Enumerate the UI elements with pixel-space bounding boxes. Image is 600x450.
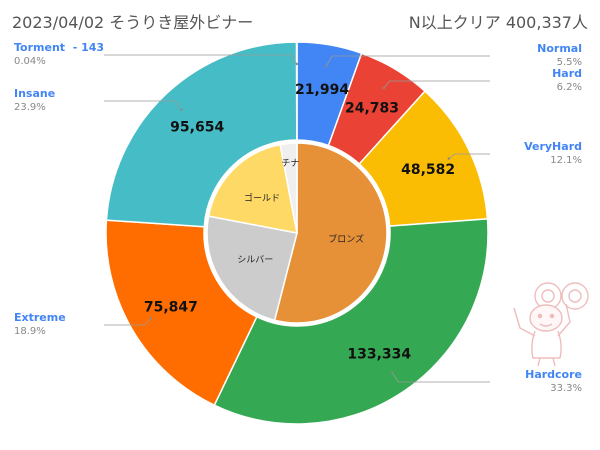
leader-dot [180,108,183,111]
side-label-name: Torment - 143 [14,41,104,54]
chart-total: N以上クリア 400,337人 [409,13,588,32]
mascot-illustration [513,282,589,367]
side-label-percent: 18.9% [14,326,46,337]
leader-line [448,153,490,159]
side-label-percent: 6.2% [557,82,582,93]
side-label-name: VeryHard [524,140,582,153]
leader-dot [391,371,394,374]
leader-dot [382,86,386,90]
side-labels: Normal 5.5%Hard 6.2% VeryHard 12.1% Hardcore 3… [14,41,582,394]
outer-value-label: 24,783 [345,101,399,117]
side-label-percent: 12.1% [550,155,582,166]
leader-line [104,54,298,65]
leader-line [325,55,490,67]
leader-dot [149,316,153,320]
inner-slice-3 [207,143,298,234]
leader-dot [447,157,450,160]
side-label-percent: 0.04% [14,56,46,67]
leader-line [104,100,182,110]
side-label-name: Normal [537,42,582,55]
side-label-name: Hardcore [525,368,582,381]
outer-value-labels: 21,994 24,783 48,582 133,334 75,847 95,654 [144,82,455,362]
outer-value-label: 133,334 [347,347,411,363]
side-label-percent: 23.9% [14,102,46,113]
inner-slice-2 [206,215,298,322]
inner-slice-label: ブロンズ [328,233,364,245]
outer-ring [105,41,489,425]
inner-ring [204,140,390,326]
outer-value-label: 75,847 [144,300,198,316]
inner-slice-label: チナ [281,158,299,169]
inner-slice-1 [273,142,388,324]
leader-line [391,372,490,383]
outer-value-label: 48,582 [401,162,455,178]
leader-dot [324,65,328,68]
leader-line [383,80,490,89]
side-label-name: Hard [552,67,582,80]
leader-line [104,317,152,326]
outer-value-label: 21,994 [295,82,349,98]
side-label-name: Insane [14,87,55,100]
inner-slice-4 [279,142,298,234]
side-label-percent: 33.3% [550,383,582,394]
leader-dot [295,62,299,66]
leader-lines [104,54,490,383]
side-label-percent: 5.5% [557,57,582,68]
inner-slice-label: シルバー [237,255,273,266]
side-label-name: Extreme [14,311,66,324]
inner-slice-label: ゴールド [244,192,280,204]
chart-title: 2023/04/02 そうりき屋外ビナー [12,13,253,32]
outer-value-label: 95,654 [170,119,224,135]
